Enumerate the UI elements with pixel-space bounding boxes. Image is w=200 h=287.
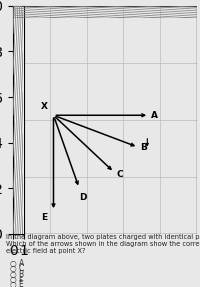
Text: In the diagram above, two plates charged with identical positive charges are sho: In the diagram above, two plates charged… (6, 234, 200, 254)
Text: D: D (79, 193, 87, 202)
Text: ○ B: ○ B (10, 269, 24, 279)
Text: E: E (41, 214, 47, 222)
Text: B: B (140, 143, 147, 152)
Text: C: C (116, 170, 123, 179)
Text: ○ E: ○ E (10, 280, 24, 287)
Text: X: X (41, 102, 48, 110)
Text: A: A (151, 111, 158, 120)
Text: ○ ε: ○ ε (10, 275, 23, 284)
Text: ○ C: ○ C (10, 264, 24, 274)
Text: ○ A: ○ A (10, 259, 24, 268)
